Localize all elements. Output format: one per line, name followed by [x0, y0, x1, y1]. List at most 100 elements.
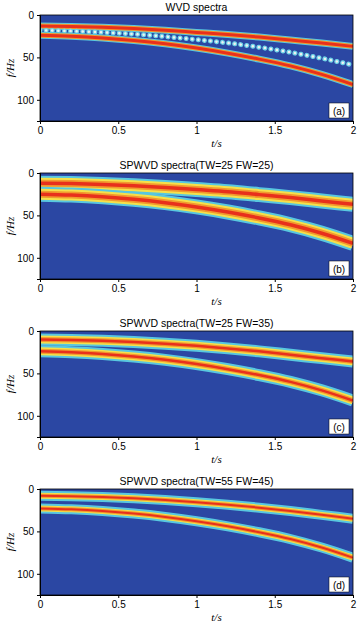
y-tick: 0: [28, 484, 40, 495]
y-tick-mark: [37, 173, 40, 174]
series-line: [40, 351, 353, 400]
series-line: [40, 35, 353, 84]
panel: 00.511.52050100SPWVD spectra(TW=25 FW=35…: [4, 317, 357, 465]
y-axis-line: [37, 332, 41, 438]
x-axis: 00.511.52: [38, 595, 357, 610]
x-tick-label: 0.5: [112, 125, 126, 136]
panel: 00.511.52050100SPWVD spectra(TW=55 FW=45…: [4, 475, 357, 623]
x-tick-label: 1.5: [268, 441, 282, 452]
x-axis: 0 0.5 1 1.5 2: [38, 121, 357, 136]
series-line: [40, 351, 353, 400]
x-tick-mark: [197, 595, 198, 598]
x-axis-line: [41, 280, 354, 283]
y-tick-label: 0: [28, 10, 34, 21]
y-tick-mark: [37, 331, 40, 332]
y-axis: 0 50 100: [17, 484, 40, 596]
x-tick: 0.5: [112, 279, 126, 294]
x-tick-label: 2: [351, 441, 357, 452]
x-tick: 2: [351, 437, 357, 452]
y-axis-title: f/Hz: [4, 532, 16, 551]
chart-title: SPWVD spectra(TW=55 FW=45): [119, 475, 273, 487]
x-tick-label: 2: [351, 125, 357, 136]
plot-frame: [40, 15, 353, 121]
y-tick-label: 100: [17, 95, 34, 106]
x-tick-label: 1.5: [268, 125, 282, 136]
series-line: [40, 35, 353, 84]
x-tick-label: 1: [194, 283, 200, 294]
annotation: (b): [333, 264, 345, 275]
annotation-box: [329, 261, 349, 276]
y-tick: 50: [23, 210, 40, 221]
y-tick-label: 100: [17, 569, 34, 580]
figure: 00.511.52050100WVD spectrat/sf/Hz(a)00.5…: [0, 0, 363, 633]
y-tick-label: 100: [17, 252, 34, 263]
x-tick: 0: [38, 279, 44, 294]
y-axis-line: [37, 490, 41, 596]
chart-title: SPWVD spectra(TW=25 FW=25): [119, 159, 273, 171]
y-tick: 100: [17, 569, 40, 580]
plot-area: [40, 496, 353, 558]
y-tick-mark: [37, 258, 40, 259]
annotation: (a): [333, 106, 345, 117]
x-axis: 00.511.52: [38, 437, 357, 452]
x-tick: 0.5: [112, 595, 126, 610]
x-axis-title: t/s: [211, 611, 221, 623]
series-line: [40, 194, 353, 243]
y-tick-label: 50: [23, 210, 35, 221]
x-tick-label: 1: [194, 599, 200, 610]
series-line: [40, 509, 353, 558]
y-axis: 050100: [17, 326, 40, 438]
x-tick-label: 1: [194, 125, 200, 136]
x-tick-label: 0: [38, 125, 44, 136]
y-tick-mark: [37, 574, 40, 575]
series-line: [40, 509, 353, 558]
y-tick-mark: [37, 531, 40, 532]
x-tick-label: 0.5: [112, 283, 126, 294]
annotation-box: [329, 103, 349, 118]
x-tick-mark: [197, 279, 198, 282]
x-tick-mark: [197, 437, 198, 440]
plot-background: [40, 15, 353, 121]
x-axis-line: [41, 596, 354, 599]
x-tick-label: 0: [38, 283, 44, 294]
x-tick: 1.5: [268, 595, 282, 610]
x-tick-label: 0.5: [112, 441, 126, 452]
y-tick-label: 0: [28, 326, 34, 337]
series-line: [40, 351, 353, 400]
plot-background: [40, 173, 353, 279]
y-tick-label: 50: [23, 526, 35, 537]
annotation: (d): [333, 580, 345, 591]
x-tick: 1: [194, 279, 200, 294]
series-line: [40, 509, 353, 558]
plot-background: [40, 331, 353, 437]
y-tick-label: 100: [17, 411, 34, 422]
x-tick-label: 0: [38, 441, 44, 452]
x-tick: 0: [38, 437, 44, 452]
series-line: [40, 194, 353, 243]
y-tick-mark: [37, 15, 40, 16]
x-tick-mark: [353, 121, 354, 124]
series-line: [40, 35, 353, 84]
x-axis: 00.511.52: [38, 279, 357, 294]
x-axis-line: [41, 438, 354, 441]
plot-area: [40, 183, 353, 243]
x-tick-label: 0.5: [112, 599, 126, 610]
y-axis-line: [37, 16, 41, 122]
annotation-box: [329, 577, 349, 592]
x-tick-label: 2: [351, 283, 357, 294]
y-tick-mark: [37, 100, 40, 101]
x-tick-label: 0: [38, 599, 44, 610]
y-axis-line: [37, 174, 41, 280]
x-tick-mark: [197, 121, 198, 124]
x-tick: 1: [194, 121, 200, 136]
y-tick-label: 0: [28, 484, 34, 495]
series-line: [40, 351, 353, 400]
x-tick-mark: [118, 437, 119, 440]
y-axis-title: f/Hz: [4, 58, 16, 77]
x-tick-mark: [275, 595, 276, 598]
y-tick: 100: [17, 411, 40, 422]
annotation: (c): [333, 422, 345, 433]
y-tick: 100: [17, 252, 40, 263]
x-tick-mark: [353, 437, 354, 440]
y-tick: 0: [28, 326, 40, 337]
